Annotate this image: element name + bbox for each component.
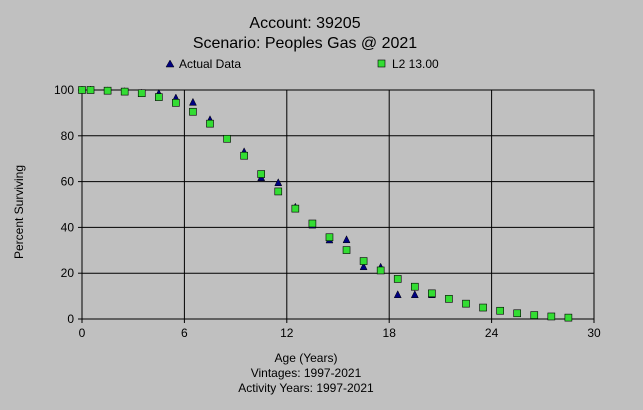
point-l2-curve (155, 93, 163, 101)
point-l2-curve (410, 282, 419, 291)
point-l2-curve (479, 303, 487, 312)
point-l2-curve (291, 204, 300, 213)
x-tick-label: 0 (79, 326, 86, 340)
x-tick-label: 12 (280, 326, 294, 340)
point-l2-curve (428, 289, 436, 298)
point-l2-curve (445, 295, 453, 303)
x-tick-label: 6 (181, 326, 188, 340)
x-tick-label: 30 (587, 326, 601, 340)
point-l2-curve (172, 99, 180, 107)
point-l2-curve (274, 187, 283, 196)
grid (82, 90, 594, 319)
point-l2-curve (376, 266, 385, 275)
data-points (78, 85, 573, 322)
point-l2-curve (308, 219, 317, 228)
point-l2-curve (462, 299, 470, 308)
footer-vintages: Vintages: 1997-2021 (251, 366, 362, 380)
point-actual-data (342, 235, 351, 244)
point-l2-curve (78, 86, 86, 94)
y-tick-label: 0 (67, 312, 74, 326)
point-l2-curve (137, 89, 146, 98)
y-tick-label: 100 (54, 83, 74, 97)
point-actual-data (359, 262, 368, 271)
point-l2-curve (103, 86, 112, 95)
footer-activity-years: Activity Years: 1997-2021 (238, 381, 374, 395)
point-l2-curve (189, 107, 197, 116)
point-l2-curve (496, 306, 504, 315)
y-tick-label: 60 (61, 175, 75, 189)
x-tick-label: 24 (485, 326, 499, 340)
point-l2-curve (530, 311, 539, 319)
point-l2-curve (86, 86, 95, 94)
legend-label-actual-data: Actual Data (179, 57, 241, 71)
y-axis: 0 20 40 60 80 100 (54, 83, 82, 326)
legend-label-l2: L2 13.00 (392, 57, 439, 71)
legend-marker-actual-data (165, 59, 175, 68)
point-l2-curve (342, 246, 351, 254)
point-l2-curve (240, 151, 248, 160)
point-l2-curve (206, 119, 214, 128)
point-actual-data (393, 290, 402, 298)
point-l2-curve (547, 312, 556, 321)
legend-marker-l2 (377, 59, 386, 68)
plot-area: 0 6 12 18 24 30 0 20 40 60 80 100 (54, 83, 601, 340)
point-l2-curve (359, 257, 368, 265)
point-l2-curve (393, 275, 402, 283)
plot-background (81, 89, 595, 320)
x-axis-label: Age (Years) (275, 351, 338, 365)
x-axis: 0 6 12 18 24 30 (79, 319, 601, 340)
point-actual-data (410, 290, 419, 298)
point-l2-curve (564, 313, 573, 322)
point-l2-curve (325, 233, 334, 242)
point-l2-curve (513, 309, 522, 318)
legend: Actual Data L2 13.00 (165, 57, 439, 71)
chart-title-line1: Account: 39205 (249, 15, 360, 32)
point-actual-data (189, 97, 197, 106)
y-axis-label: Percent Surviving (12, 165, 26, 259)
point-l2-curve (120, 87, 129, 96)
point-l2-curve (223, 134, 231, 143)
x-tick-label: 18 (383, 326, 397, 340)
point-l2-curve (257, 170, 266, 178)
y-tick-label: 40 (61, 220, 75, 234)
y-tick-label: 80 (61, 129, 75, 143)
chart-title-line2: Scenario: Peoples Gas @ 2021 (193, 35, 417, 52)
y-tick-label: 20 (61, 266, 75, 280)
point-actual-data (274, 178, 283, 186)
